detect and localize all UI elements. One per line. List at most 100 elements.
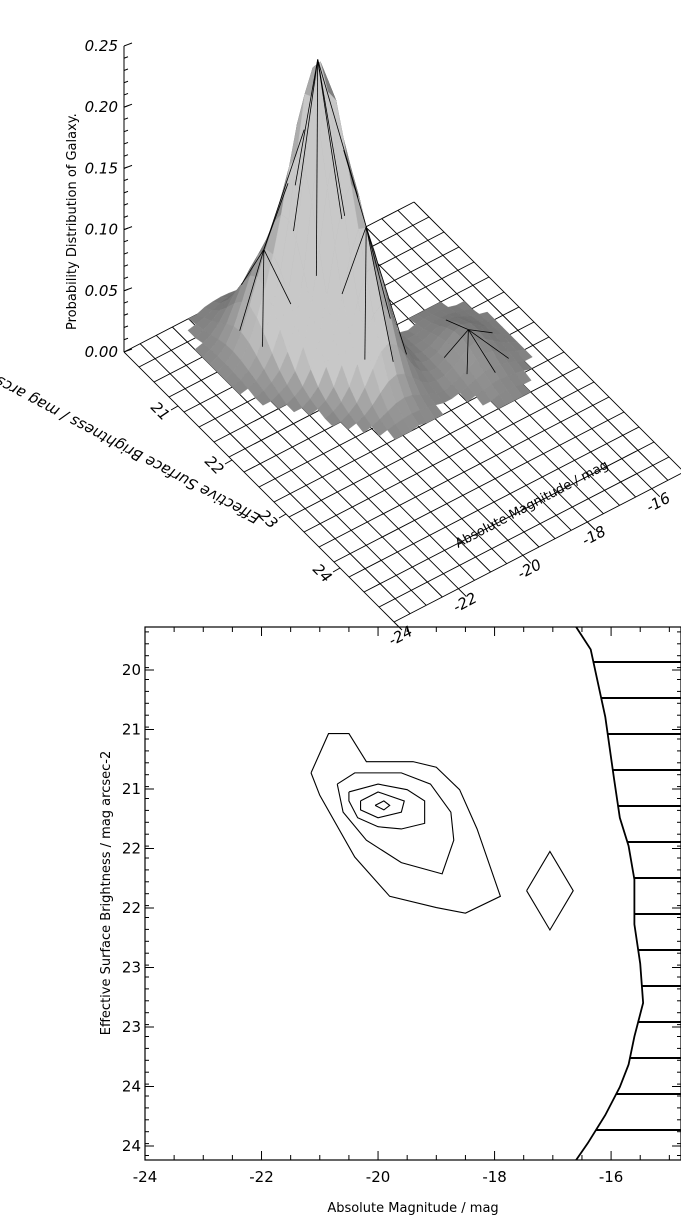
surface-ridge-line bbox=[294, 59, 319, 186]
excluded-region-boundary bbox=[575, 626, 645, 1161]
surface-ridge-line bbox=[239, 249, 265, 331]
y-tick-label: 21 bbox=[122, 780, 141, 798]
surface-ridge-line bbox=[365, 226, 391, 319]
surface-z-axis-title: Probability Distribution of Galaxy. bbox=[65, 113, 80, 330]
y-tick-label: 21 bbox=[147, 398, 173, 424]
x-tick-label: -16 bbox=[599, 1168, 624, 1186]
surface-ridge-line bbox=[468, 329, 509, 359]
contour-line bbox=[374, 800, 391, 811]
x-tick-label: -22 bbox=[249, 1168, 274, 1186]
surface-ridge-line bbox=[315, 59, 319, 276]
z-tick bbox=[123, 348, 133, 353]
surface-ridge-line bbox=[443, 329, 469, 358]
z-tick-label: 0.25 bbox=[85, 37, 118, 55]
surface-ridge-line bbox=[317, 59, 346, 216]
x-tick bbox=[522, 554, 532, 564]
contour-x-ticks: -24 -22 -20 -18 -16 bbox=[133, 627, 670, 1186]
z-minor-tick bbox=[123, 301, 129, 304]
x-tick-label: -24 bbox=[133, 1168, 158, 1186]
z-minor-tick bbox=[123, 264, 129, 267]
surface-facet bbox=[490, 394, 507, 409]
surface-grid-line bbox=[363, 441, 655, 593]
surface-ridge-line bbox=[364, 226, 367, 360]
z-minor-tick bbox=[123, 92, 129, 96]
y-tick-label: 22 bbox=[122, 840, 141, 858]
y-tick-label: 23 bbox=[122, 1018, 141, 1036]
excluded-region-hatching bbox=[575, 626, 681, 1161]
surface-ridge-line bbox=[445, 319, 469, 331]
z-minor-tick bbox=[123, 288, 129, 292]
contour-y-axis-title: Effective Surface Brightness / mag arcse… bbox=[99, 751, 114, 1035]
contour-plot-frame bbox=[144, 626, 681, 1161]
contour-y-ticks: 20 21 21 22 22 23 23 24 24 bbox=[122, 631, 681, 1156]
surface-grid-line bbox=[318, 396, 610, 548]
z-minor-tick bbox=[123, 105, 129, 108]
x-tick bbox=[586, 521, 596, 531]
surface-ridge-line bbox=[241, 249, 265, 285]
z-minor-tick bbox=[123, 325, 129, 328]
surface-z-ticks: 0.00 0.05 0.10 0.15 0.20 0.25 bbox=[85, 37, 133, 361]
y-tick bbox=[332, 567, 341, 573]
surface-facet bbox=[387, 423, 404, 440]
z-minor-tick bbox=[123, 68, 129, 71]
y-tick bbox=[278, 513, 287, 519]
surface-ridge-line bbox=[317, 59, 359, 198]
z-minor-tick bbox=[123, 215, 129, 218]
z-tick-label: 0.00 bbox=[85, 343, 118, 361]
surface-ridge-line bbox=[263, 249, 292, 305]
z-minor-tick bbox=[123, 276, 129, 280]
contour-lines bbox=[310, 733, 574, 932]
surface-grid-line bbox=[378, 456, 670, 608]
surface-ridge-line bbox=[341, 226, 367, 295]
surface-ridge-line bbox=[317, 59, 343, 220]
surface-plot: 0.00 0.05 0.10 0.15 0.20 0.25 -24 -22 -20 -18 -16… bbox=[0, 37, 681, 650]
y-tick-label: 24 bbox=[122, 1078, 141, 1096]
surface-ridge-line bbox=[365, 226, 394, 362]
z-minor-tick bbox=[123, 190, 129, 194]
surface-ridge-line bbox=[262, 249, 265, 347]
x-tick-label: -24 bbox=[385, 622, 415, 649]
z-minor-tick bbox=[123, 154, 129, 157]
z-minor-tick bbox=[123, 129, 129, 133]
surface-y-axis-title: Effective Surface Brightness / mag arcse… bbox=[0, 357, 263, 527]
y-tick-label: 24 bbox=[309, 560, 335, 586]
surface-ridge-line bbox=[468, 329, 493, 334]
z-minor-tick bbox=[123, 203, 129, 206]
surface-grid-line bbox=[303, 381, 595, 533]
surface-ridge-line bbox=[466, 329, 469, 375]
contour-line bbox=[310, 733, 502, 914]
z-minor-tick bbox=[123, 227, 129, 231]
y-tick-label: 23 bbox=[122, 959, 141, 977]
z-minor-tick bbox=[123, 178, 129, 182]
surface-grid-line bbox=[333, 411, 625, 563]
contour-line bbox=[336, 772, 455, 875]
y-tick-label: 20 bbox=[122, 661, 141, 679]
y-tick-label: 24 bbox=[122, 1137, 141, 1155]
y-tick-label: 21 bbox=[122, 721, 141, 739]
contour-line bbox=[348, 783, 426, 830]
z-minor-tick bbox=[123, 313, 129, 316]
z-minor-tick bbox=[123, 252, 129, 255]
y-tick-label: 22 bbox=[122, 899, 141, 917]
z-minor-tick bbox=[123, 141, 129, 145]
z-minor-tick bbox=[123, 337, 129, 341]
contour-x-axis-title: Absolute Magnitude / mag bbox=[327, 1201, 498, 1216]
y-tick bbox=[170, 405, 179, 411]
z-tick-label: 0.05 bbox=[85, 282, 118, 300]
surface-mesh bbox=[187, 59, 533, 440]
y-tick bbox=[224, 459, 233, 465]
surface-ridge-line bbox=[365, 226, 407, 355]
contour-plot: -24 -22 -20 -18 -16 20 21 21 22 22 23 23 24 24 Absol… bbox=[99, 626, 681, 1216]
x-tick bbox=[393, 621, 403, 631]
surface-ridge-line bbox=[293, 59, 319, 232]
surface-ridge-line bbox=[263, 129, 305, 250]
x-tick-label: -20 bbox=[366, 1168, 391, 1186]
z-tick-label: 0.20 bbox=[85, 98, 118, 116]
y-tick-label: 22 bbox=[201, 452, 227, 478]
z-minor-tick bbox=[123, 80, 129, 84]
z-minor-tick bbox=[123, 166, 129, 169]
surface-grid-line bbox=[348, 426, 640, 578]
surface-ridge-line bbox=[468, 329, 496, 373]
x-tick-label: -18 bbox=[579, 522, 609, 549]
x-tick bbox=[651, 488, 661, 498]
